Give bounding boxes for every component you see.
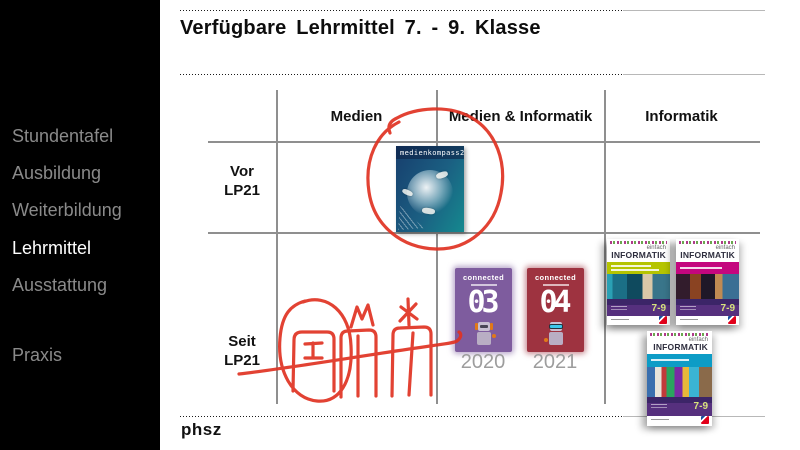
grid-hline-1 [208, 141, 760, 143]
sidebar-item-praxis[interactable]: Praxis [12, 345, 63, 365]
publisher-line [651, 418, 669, 420]
connected-brand: connected [534, 273, 577, 282]
book-cover-einfach-informatik-magenta: einfach INFORMATIK 7-9 [676, 239, 739, 325]
medienkompass-title: medienkompass [400, 149, 460, 157]
ink-scribble-book3 [390, 325, 433, 398]
row-header-line: Seit [228, 333, 256, 350]
connected-number: 03 [467, 285, 499, 320]
book-cover-einfach-informatik-green: einfach INFORMATIK 7-9 [607, 239, 670, 325]
connected-brand: connected [462, 273, 505, 282]
row-header-line: LP21 [224, 182, 260, 199]
robot-illustration [543, 322, 569, 348]
title-rule [180, 74, 623, 75]
author-lines [651, 403, 667, 405]
cover-color-band [607, 261, 670, 274]
grid-vline-3 [604, 90, 606, 404]
sidebar-item-weiterbildung[interactable]: Weiterbildung [12, 200, 122, 220]
grid-hline-2 [208, 232, 760, 234]
phsz-logo: phsz [181, 420, 222, 439]
grid-vline-2 [436, 90, 438, 404]
robot-visor [479, 325, 488, 328]
cover-color-band [676, 261, 739, 274]
ink-scribble-ibeam [303, 341, 324, 360]
robot-body [476, 332, 491, 345]
title-rule-tail [623, 74, 765, 75]
einfach-label: einfach [646, 245, 666, 251]
robot-illustration [471, 322, 497, 348]
robot-headphone [474, 323, 478, 330]
connected-subtitle-line [470, 284, 497, 286]
subtitle-line [611, 264, 651, 267]
klett-logo [659, 315, 667, 324]
grade-label: 7-9 [720, 302, 735, 314]
cover-squiggle-ornament [650, 333, 709, 336]
robot-body [548, 332, 563, 345]
robot-headphone [489, 323, 493, 330]
grade-label: 7-9 [651, 302, 666, 314]
cover-photo-strip [676, 273, 739, 299]
row-header-line: LP21 [224, 352, 260, 369]
publisher-line [611, 318, 629, 320]
einfach-label: einfach [688, 337, 708, 343]
connected-number: 04 [539, 285, 571, 320]
cover-color-band [647, 353, 712, 367]
cover-squiggle-ornament [679, 241, 736, 244]
informatik-label: INFORMATIK [653, 342, 708, 352]
robot-vr-goggles [548, 324, 563, 329]
informatik-label: INFORMATIK [611, 250, 666, 260]
grade-label: 7-9 [693, 400, 708, 412]
column-header-medien: Medien [330, 108, 383, 125]
ink-scribble-book1 [291, 330, 336, 393]
ink-scribble-m [349, 303, 375, 329]
sidebar-item-stundentafel[interactable]: Stundentafel [12, 126, 114, 146]
klett-logo [728, 315, 736, 324]
book-cover-connected-03: connected 03 [455, 268, 512, 352]
author-lines [611, 305, 627, 307]
top-rule [180, 10, 623, 11]
row-header-line: Vor [230, 163, 254, 180]
einfach-label: einfach [715, 245, 735, 251]
sidebar-item-lehrmittel[interactable]: Lehrmittel [12, 238, 92, 258]
sidebar-item-ausstattung[interactable]: Ausstattung [12, 275, 108, 295]
book-cover-einfach-informatik-teal: einfach INFORMATIK 7-9 [647, 331, 712, 426]
robot-hand [543, 338, 548, 342]
klett-logo [701, 415, 709, 424]
robot-hand [491, 334, 496, 338]
informatik-label: INFORMATIK [680, 250, 735, 260]
year-label-2021: 2021 [532, 351, 578, 373]
author-lines [680, 305, 696, 307]
ink-scribble-asterisk [398, 297, 419, 327]
ink-scribble-book2 [339, 328, 378, 399]
subtitle-line [611, 268, 659, 271]
bottom-rule [180, 416, 623, 417]
subtitle-line [680, 266, 722, 269]
cover-photo-strip [607, 273, 670, 299]
ink-scribble-oval [278, 298, 353, 403]
top-rule-tail [623, 10, 765, 11]
row-header-seit-lp21: Seit LP21 [208, 332, 276, 370]
page-title: Verfügbare Lehrmittel 7. - 9. Klasse [180, 17, 541, 39]
publisher-line [680, 318, 698, 320]
column-header-informatik: Informatik [645, 108, 718, 125]
sidebar: Stundentafel Ausbildung Weiterbildung Le… [0, 0, 160, 450]
medienkompass-volume: 2 [460, 149, 465, 157]
book-cover-connected-04: connected 04 [527, 268, 584, 352]
grid-vline-1 [276, 90, 278, 404]
subtitle-line [651, 358, 689, 361]
row-header-vor-lp21: Vor LP21 [208, 162, 276, 200]
sidebar-item-ausbildung[interactable]: Ausbildung [12, 163, 102, 183]
cover-photo-strip [647, 366, 712, 397]
book-cover-medienkompass-2: medienkompass 2 [396, 146, 464, 232]
connected-subtitle-line [542, 284, 569, 286]
cover-squiggle-ornament [610, 241, 667, 244]
column-header-medien-informatik: Medien & Informatik [448, 108, 593, 125]
year-label-2020: 2020 [460, 351, 506, 373]
